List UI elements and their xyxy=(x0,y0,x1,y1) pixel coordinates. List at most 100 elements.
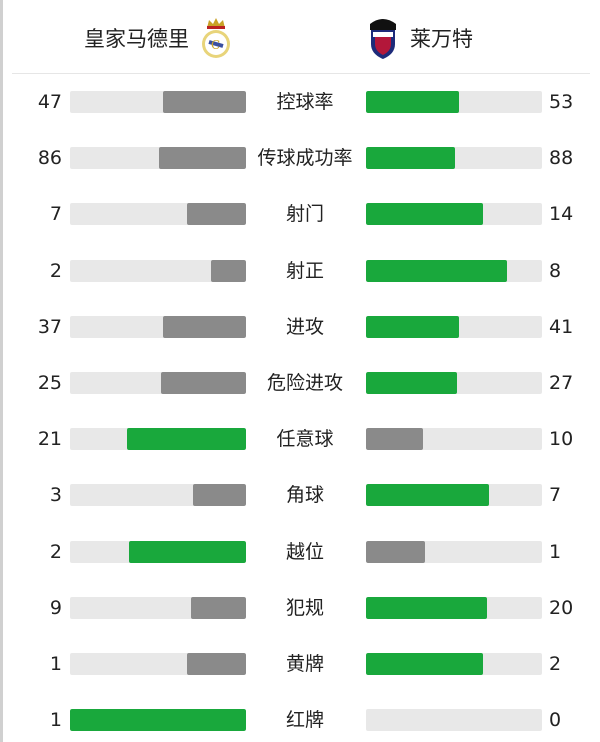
stat-label: 传球成功率 xyxy=(257,147,353,170)
away-value: 41 xyxy=(549,315,574,338)
stat-label: 射门 xyxy=(285,203,324,226)
away-bar-fill xyxy=(366,596,488,619)
away-bar-fill xyxy=(366,428,423,451)
home-value: 2 xyxy=(49,259,62,282)
away-bar-fill xyxy=(366,372,458,394)
away-value: 27 xyxy=(549,372,574,394)
away-value: 1 xyxy=(549,540,562,563)
home-bar-fill xyxy=(163,91,246,113)
stat-label: 越位 xyxy=(285,540,324,563)
home-bar-track xyxy=(70,709,246,732)
home-bar-fill xyxy=(193,484,246,507)
away-team-name: 莱万特 xyxy=(410,27,473,51)
stat-row: 2 越位 1 xyxy=(0,540,600,564)
home-value: 37 xyxy=(37,315,62,338)
stat-label: 危险进攻 xyxy=(266,372,343,394)
home-value: 21 xyxy=(37,428,62,451)
away-team: 莱万特 xyxy=(366,18,473,59)
away-bar-fill xyxy=(366,203,484,226)
away-bar-fill xyxy=(366,259,507,282)
home-value: 1 xyxy=(49,709,62,732)
away-bar-track xyxy=(366,709,542,732)
home-bar-track xyxy=(70,91,246,113)
home-bar-fill xyxy=(126,428,246,451)
stat-label: 红牌 xyxy=(285,709,324,732)
away-bar-track xyxy=(366,540,542,563)
home-value: 1 xyxy=(49,653,62,675)
home-bar-track xyxy=(70,315,246,338)
real-madrid-crest-icon: C xyxy=(202,18,230,58)
header-divider xyxy=(12,73,590,74)
home-value: 25 xyxy=(37,372,62,394)
away-bar-track xyxy=(366,315,542,338)
away-bar-fill xyxy=(366,315,459,338)
stat-label: 射正 xyxy=(285,259,324,282)
home-bar-track xyxy=(70,653,246,675)
away-bar-track xyxy=(366,372,542,394)
stat-row: 47 控球率 53 xyxy=(0,90,600,114)
home-bar-track xyxy=(70,147,246,170)
home-team-name: 皇家马德里 xyxy=(84,27,189,51)
away-bar-track xyxy=(366,91,542,113)
away-value: 8 xyxy=(549,259,562,282)
stat-label: 犯规 xyxy=(285,596,324,619)
home-bar-fill xyxy=(70,709,246,732)
away-bar-track xyxy=(366,484,542,507)
stat-row: 1 黄牌 2 xyxy=(0,652,600,676)
away-value: 10 xyxy=(549,428,574,451)
home-value: 86 xyxy=(37,147,62,170)
stat-label: 角球 xyxy=(285,484,324,507)
away-bar-track xyxy=(366,428,542,451)
away-value: 7 xyxy=(549,484,562,507)
stat-row: 1 红牌 0 xyxy=(0,708,600,732)
home-value: 3 xyxy=(49,484,62,507)
home-bar-track xyxy=(70,596,246,619)
away-bar-fill xyxy=(366,540,425,563)
stat-label: 黄牌 xyxy=(285,653,324,675)
left-edge xyxy=(0,0,3,742)
home-bar-track xyxy=(70,428,246,451)
home-bar-fill xyxy=(210,259,246,282)
away-value: 2 xyxy=(549,653,562,675)
home-bar-fill xyxy=(159,147,246,170)
stat-label: 进攻 xyxy=(285,315,324,338)
home-bar-track xyxy=(70,203,246,226)
stat-row: 7 射门 14 xyxy=(0,202,600,226)
away-value: 0 xyxy=(549,709,562,732)
away-bar-fill xyxy=(366,653,484,675)
stat-label: 任意球 xyxy=(276,428,334,451)
home-bar-track xyxy=(70,540,246,563)
home-bar-fill xyxy=(161,372,246,394)
away-bar-fill xyxy=(366,484,490,507)
home-value: 9 xyxy=(49,596,62,619)
away-value: 53 xyxy=(549,91,574,113)
home-value: 7 xyxy=(49,203,62,226)
away-value: 14 xyxy=(549,203,574,226)
home-bar-track xyxy=(70,259,246,282)
home-bar-fill xyxy=(128,540,246,563)
home-bar-fill xyxy=(187,203,246,226)
stat-row: 37 进攻 41 xyxy=(0,315,600,339)
away-value: 20 xyxy=(549,596,574,619)
away-bar-track xyxy=(366,147,542,170)
stat-row: 86 传球成功率 88 xyxy=(0,146,600,170)
away-bar-track xyxy=(366,203,542,226)
home-value: 2 xyxy=(49,540,62,563)
away-bar-fill xyxy=(366,91,460,113)
away-value: 88 xyxy=(549,147,574,170)
svg-text:C: C xyxy=(211,38,220,52)
home-bar-fill xyxy=(191,596,246,619)
home-bar-fill xyxy=(187,653,246,675)
away-bar-track xyxy=(366,653,542,675)
stat-row: 2 射正 8 xyxy=(0,259,600,283)
home-bar-track xyxy=(70,372,246,394)
stat-label: 控球率 xyxy=(276,91,334,113)
away-bar-fill xyxy=(366,147,455,170)
stat-row: 25 危险进攻 27 xyxy=(0,371,600,395)
away-bar-track xyxy=(366,596,542,619)
home-value: 47 xyxy=(37,91,62,113)
stat-row: 9 犯规 20 xyxy=(0,596,600,620)
levante-crest-icon xyxy=(370,19,396,59)
home-team: 皇家马德里 C xyxy=(84,18,233,58)
stat-row: 21 任意球 10 xyxy=(0,427,600,451)
